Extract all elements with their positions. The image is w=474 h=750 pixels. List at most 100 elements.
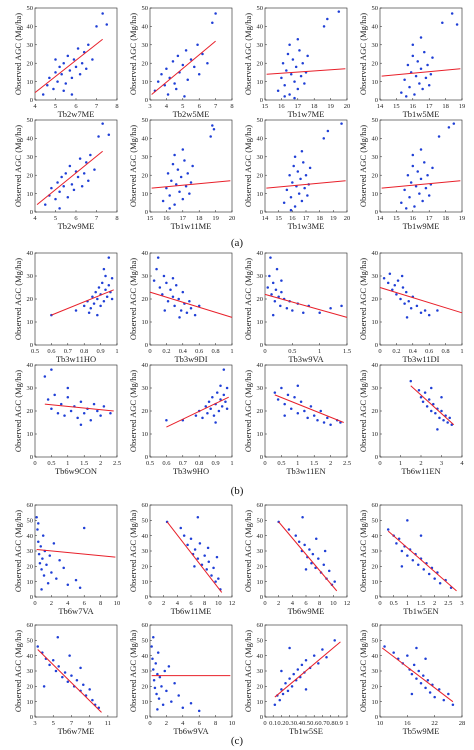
x-tick-label: 0.8 bbox=[195, 460, 203, 467]
data-point bbox=[186, 172, 189, 175]
x-tick-label: 2 bbox=[329, 460, 332, 467]
data-point bbox=[301, 516, 304, 519]
y-tick-label: 50 bbox=[257, 638, 264, 645]
x-tick-label: 0 bbox=[263, 460, 266, 467]
x-tick-label: 8 bbox=[203, 600, 206, 607]
y-tick-label: 20 bbox=[372, 564, 379, 571]
x-tick-label: 18 bbox=[442, 215, 449, 222]
data-point bbox=[40, 588, 43, 591]
data-point bbox=[281, 692, 285, 696]
data-point bbox=[152, 279, 156, 282]
data-point bbox=[210, 574, 213, 577]
x-tick-label: 19 bbox=[459, 103, 466, 110]
y-tick-label: 40 bbox=[142, 533, 149, 540]
x-axis-title: Tb6w7VA bbox=[58, 606, 94, 616]
x-tick-label: 17 bbox=[303, 215, 310, 222]
x-tick-label: 4 bbox=[181, 720, 185, 727]
data-point bbox=[206, 546, 210, 550]
data-point bbox=[74, 578, 78, 582]
data-point bbox=[158, 286, 162, 289]
x-tick-label: 10 bbox=[114, 600, 121, 607]
x-tick-label: 17 bbox=[426, 215, 433, 222]
y-tick-label: 20 bbox=[257, 564, 264, 571]
x-tick-label: 3 bbox=[460, 600, 463, 607]
data-point bbox=[410, 672, 414, 676]
data-point bbox=[189, 58, 193, 61]
data-point bbox=[105, 295, 109, 298]
data-point bbox=[170, 700, 173, 703]
data-point bbox=[388, 272, 392, 275]
data-point bbox=[37, 540, 40, 544]
data-point bbox=[154, 662, 157, 665]
x-tick-label: 16 bbox=[278, 103, 285, 110]
x-tick-label: 0.4 bbox=[179, 348, 188, 355]
y-tick-label: 30 bbox=[372, 154, 379, 161]
y-tick-label: 0 bbox=[375, 97, 378, 104]
data-point bbox=[400, 274, 404, 278]
y-tick-label: 0 bbox=[30, 97, 33, 104]
data-point bbox=[293, 80, 296, 83]
y-tick-label: 50 bbox=[372, 638, 379, 645]
y-tick-label: 30 bbox=[372, 668, 379, 675]
plot-frame bbox=[379, 364, 463, 458]
data-point bbox=[182, 534, 186, 537]
data-point bbox=[156, 651, 160, 654]
y-tick-label: 10 bbox=[257, 579, 264, 586]
data-point bbox=[46, 84, 49, 87]
data-point bbox=[165, 281, 168, 285]
data-point bbox=[171, 60, 175, 63]
data-point bbox=[102, 405, 106, 408]
y-axis-title: Observed AGC (Mg/ha) bbox=[358, 370, 368, 452]
y-tick-label: 50 bbox=[27, 518, 34, 525]
data-point bbox=[419, 67, 423, 70]
y-axis-title: Observed AGC (Mg/ha) bbox=[128, 258, 138, 340]
data-point bbox=[217, 577, 220, 580]
data-point bbox=[396, 279, 400, 282]
data-point bbox=[96, 297, 99, 301]
x-tick-label: 0 bbox=[378, 348, 381, 355]
x-tick-label: 8 bbox=[115, 103, 118, 110]
data-point bbox=[276, 398, 280, 401]
data-point bbox=[283, 414, 286, 417]
data-point bbox=[419, 148, 423, 151]
data-point bbox=[401, 286, 405, 289]
x-tick-label: 5 bbox=[181, 103, 184, 110]
scatter-panel-Tb1w7ME: 15 16 17 18 19 20 0 10 20 30 40 50 Tb1w7ME Observed A… bbox=[243, 5, 350, 119]
x-axis-title: Tb6w7ME bbox=[58, 726, 95, 736]
plot-frame bbox=[34, 252, 118, 346]
data-point bbox=[308, 548, 311, 551]
x-axis-title: Tb5w9ME bbox=[403, 726, 440, 736]
data-point bbox=[209, 135, 212, 138]
data-point bbox=[294, 65, 298, 69]
data-point bbox=[68, 69, 72, 72]
y-tick-label: 10 bbox=[372, 79, 379, 86]
data-point bbox=[442, 698, 446, 702]
y-tick-label: 30 bbox=[372, 385, 379, 392]
data-point bbox=[99, 304, 102, 308]
scatter-panel-Tb6w7ME: 3 5 7 9 11 0 10 20 30 40 50 60 Tb6w7ME Observed AGC (… bbox=[13, 622, 118, 736]
data-point bbox=[404, 95, 408, 98]
data-point bbox=[198, 542, 202, 545]
data-point bbox=[224, 400, 227, 404]
data-point bbox=[188, 192, 191, 195]
x-tick-label: 2.5 bbox=[343, 460, 351, 467]
data-point bbox=[59, 402, 63, 406]
data-point bbox=[156, 256, 160, 259]
data-point bbox=[165, 186, 168, 190]
x-tick-label: 0.5 bbox=[302, 720, 310, 727]
data-point bbox=[107, 256, 111, 259]
data-point bbox=[406, 519, 409, 522]
data-point bbox=[400, 201, 403, 205]
data-point bbox=[158, 675, 162, 679]
data-point bbox=[337, 10, 341, 13]
y-tick-label: 50 bbox=[372, 518, 379, 525]
data-point bbox=[93, 168, 96, 171]
data-point bbox=[60, 175, 63, 179]
y-tick-label: 10 bbox=[372, 319, 379, 326]
plot-frame bbox=[379, 252, 463, 346]
y-tick-label: 60 bbox=[257, 502, 264, 509]
data-point bbox=[419, 682, 423, 685]
x-tick-label: 0.9 bbox=[212, 460, 220, 467]
x-tick-label: 1 bbox=[406, 600, 409, 607]
data-point bbox=[64, 82, 67, 85]
